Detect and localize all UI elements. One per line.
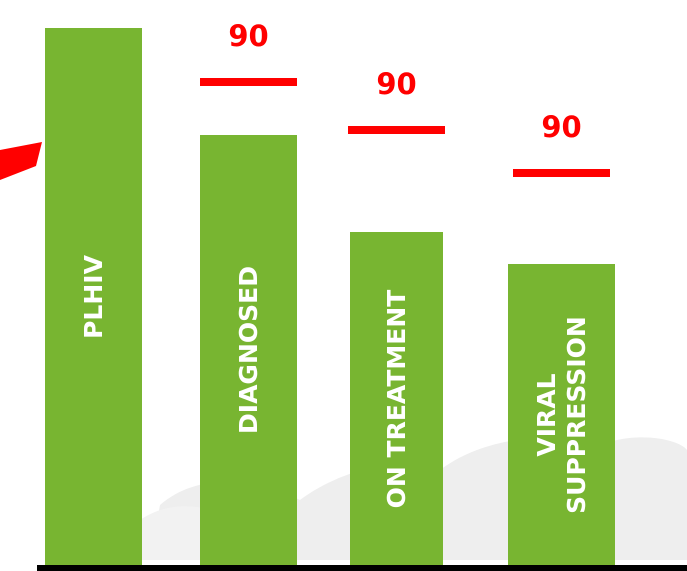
bar-label-3: VIRAL SUPPRESSION <box>531 315 591 514</box>
bar-label-2: ON TREATMENT <box>381 289 411 508</box>
bar-3: VIRAL SUPPRESSION <box>508 264 615 565</box>
pointer-arrow <box>0 142 42 180</box>
target-line-3 <box>513 168 610 177</box>
bar-label-1: DIAGNOSED <box>233 266 263 435</box>
bar-0: PLHIV <box>45 28 142 565</box>
target-line-2 <box>348 126 445 135</box>
bar-label-0: PLHIV <box>78 254 108 339</box>
bar-1: DIAGNOSED <box>200 135 297 565</box>
x-axis-baseline <box>37 565 687 571</box>
bar-2: ON TREATMENT <box>350 232 443 565</box>
target-line-1 <box>200 77 297 86</box>
target-value-2: 90 <box>376 67 417 102</box>
target-value-1: 90 <box>228 18 269 53</box>
target-value-3: 90 <box>541 109 582 144</box>
